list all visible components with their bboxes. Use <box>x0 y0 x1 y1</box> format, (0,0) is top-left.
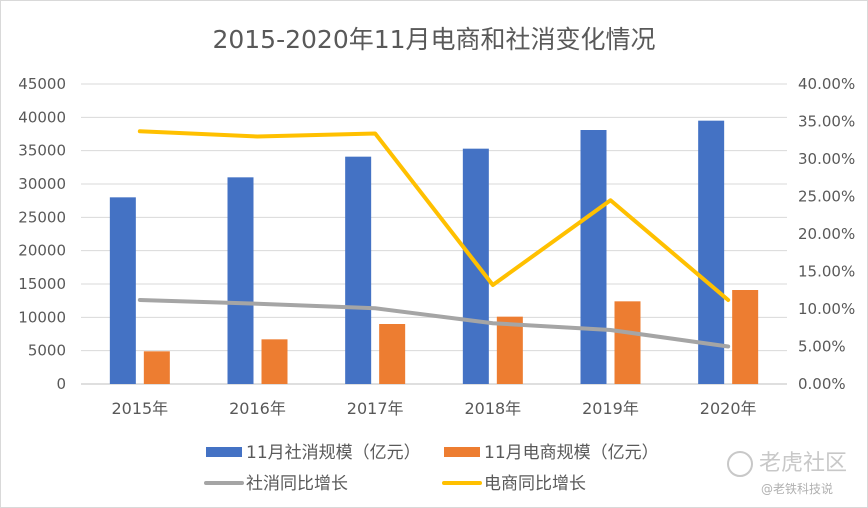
watermark-brand: 老虎社区 <box>727 445 847 477</box>
x-tick-label: 2016年 <box>229 399 286 418</box>
x-tick-label: 2017年 <box>347 399 404 418</box>
y-left-tick-label: 0 <box>56 375 66 393</box>
y-right-tick-label: 10.00% <box>798 300 855 318</box>
y-right-tick-label: 20.00% <box>798 225 855 243</box>
y-left-tick-label: 40000 <box>18 108 66 126</box>
left-axis: 0 5000 10000 15000 20000 25000 30000 35000 40000… <box>18 75 66 393</box>
y-right-tick-label: 40.00% <box>798 75 855 93</box>
x-tick-label: 2019年 <box>582 399 639 418</box>
y-left-tick-label: 20000 <box>18 242 66 260</box>
x-axis: 2015年 2016年 2017年 2018年 2019年 2020年 <box>111 399 756 418</box>
y-right-tick-label: 30.00% <box>798 150 855 168</box>
bar-retail <box>698 120 725 385</box>
watermark-brand-text: 老虎社区 <box>759 451 848 476</box>
lines <box>137 129 731 349</box>
line-retail-growth <box>137 298 731 349</box>
bar-ecommerce <box>379 324 406 384</box>
y-left-tick-label: 15000 <box>18 275 66 293</box>
legend-swatch <box>444 447 480 457</box>
legend: 11月社消规模（亿元） 11月电商规模（亿元） 社消同比增长 电商同比增长 <box>204 443 659 494</box>
gridlines <box>81 83 787 385</box>
bar-ecommerce <box>143 351 170 384</box>
tiger-logo-icon <box>727 451 753 477</box>
bars <box>109 120 759 385</box>
y-left-tick-label: 45000 <box>18 75 66 93</box>
y-right-tick-label: 35.00% <box>798 113 855 131</box>
legend-label: 11月社消规模（亿元） <box>246 443 421 463</box>
y-left-tick-label: 30000 <box>18 175 66 193</box>
y-right-tick-label: 0.00% <box>798 375 846 393</box>
y-left-tick-label: 10000 <box>18 308 66 326</box>
bar-ecommerce <box>261 339 288 384</box>
right-axis: 0.00% 5.00% 10.00% 15.00% 20.00% 25.00% 30.00%… <box>798 75 855 393</box>
legend-label: 社消同比增长 <box>246 474 348 494</box>
y-left-tick-label: 25000 <box>18 208 66 226</box>
legend-label: 电商同比增长 <box>484 474 586 494</box>
y-right-tick-label: 5.00% <box>798 338 846 356</box>
bar-ecommerce <box>732 290 759 384</box>
bar-retail <box>580 130 607 384</box>
y-right-tick-label: 15.00% <box>798 263 855 281</box>
x-tick-label: 2015年 <box>111 399 168 418</box>
bar-retail <box>109 197 136 384</box>
y-right-tick-label: 25.00% <box>798 188 855 206</box>
legend-label: 11月电商规模（亿元） <box>484 443 659 463</box>
chart-title: 2015-2020年11月电商和社消变化情况 <box>212 25 655 54</box>
bar-retail <box>227 177 254 384</box>
bar-ecommerce <box>496 316 523 384</box>
y-left-tick-label: 5000 <box>28 342 66 360</box>
y-left-tick-label: 35000 <box>18 142 66 160</box>
bar-retail <box>345 156 372 384</box>
x-tick-label: 2020年 <box>700 399 757 418</box>
watermark-handle: @老铁科技说 <box>761 482 834 496</box>
bar-ecommerce <box>614 301 641 384</box>
legend-swatch <box>206 447 242 457</box>
line-ecommerce-growth <box>137 129 731 302</box>
x-tick-label: 2018年 <box>464 399 521 418</box>
